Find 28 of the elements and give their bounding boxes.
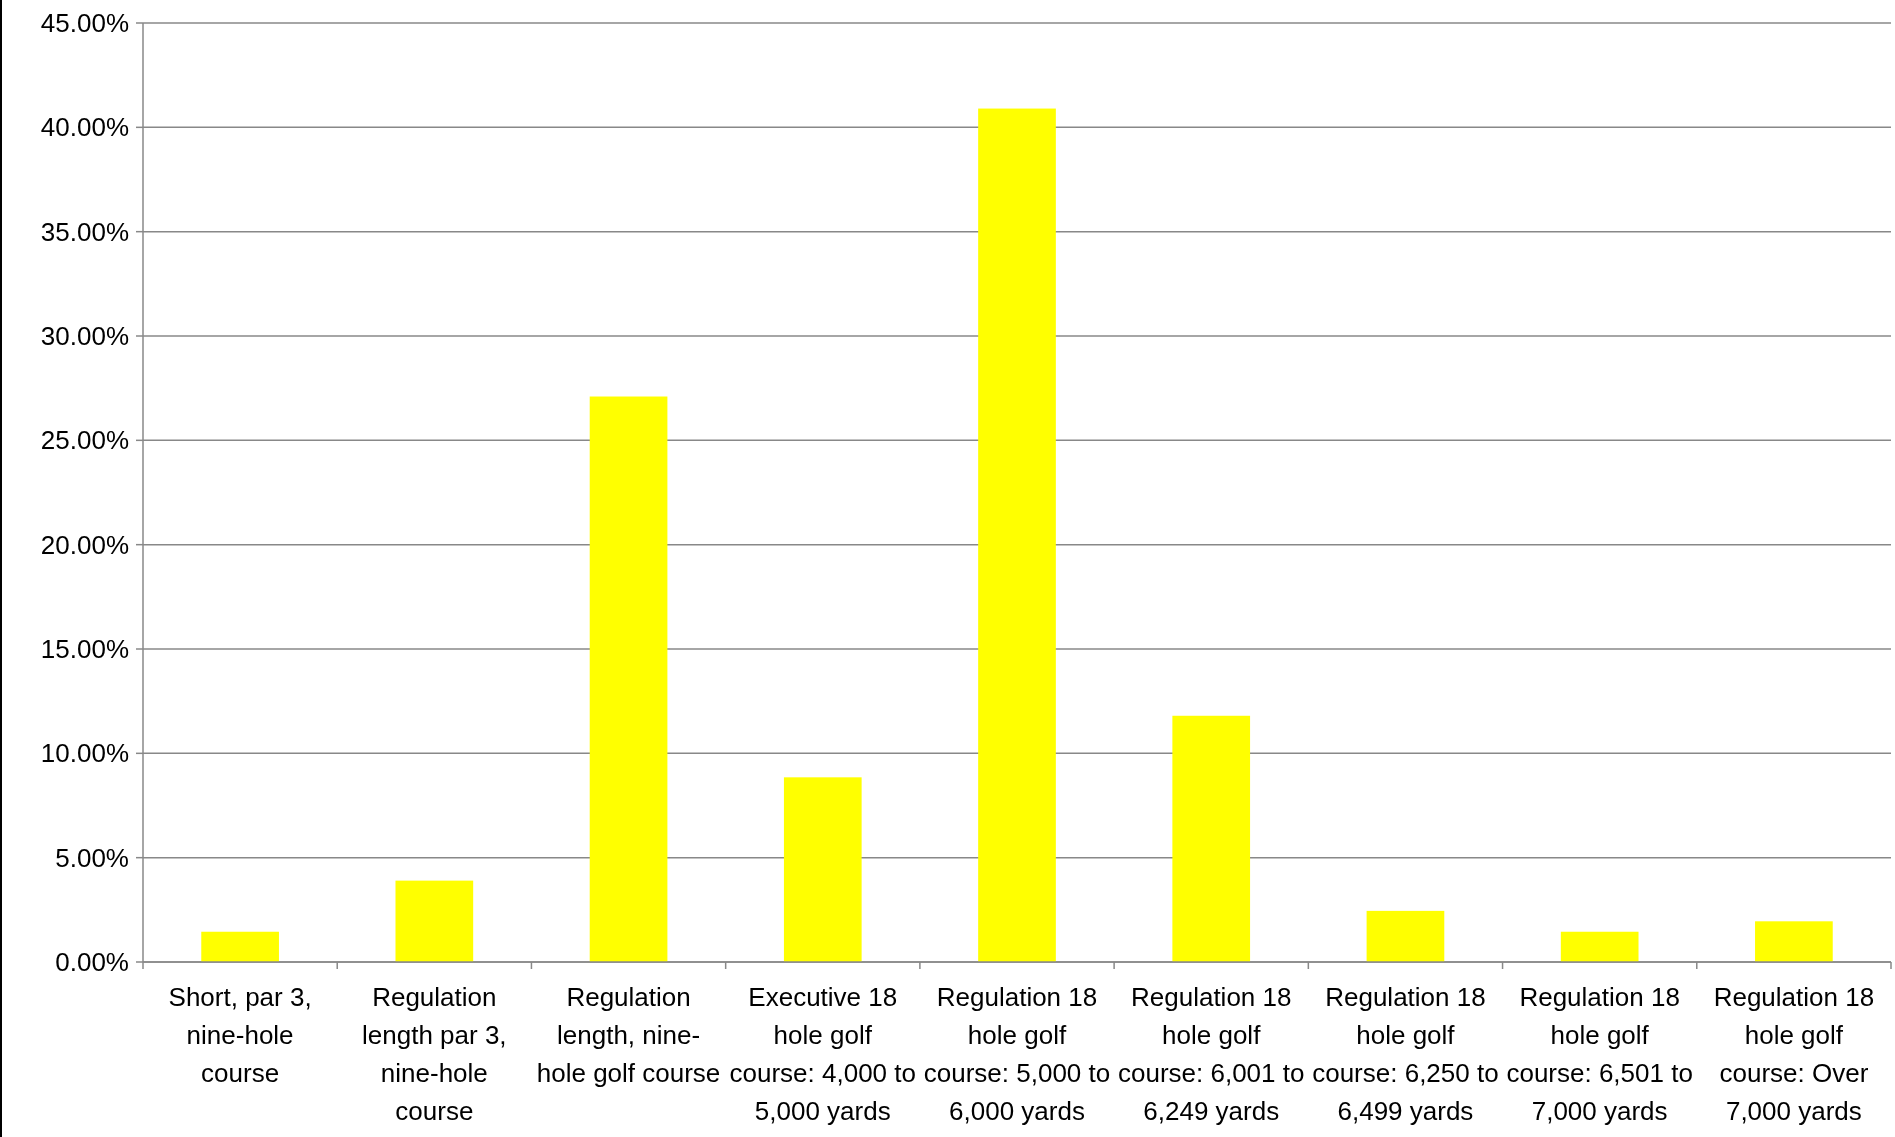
y-tick-label: 30.00% xyxy=(40,321,129,352)
bar xyxy=(201,931,279,962)
y-tick-label: 35.00% xyxy=(40,216,129,247)
y-tick-label: 25.00% xyxy=(40,425,129,456)
bar xyxy=(1755,921,1833,962)
y-tick-label: 15.00% xyxy=(40,634,129,665)
y-tick-label: 45.00% xyxy=(40,8,129,39)
x-tick-label: Regulation 18 hole golf course: 5,000 to 6,000 yards xyxy=(923,982,1111,1126)
bar xyxy=(395,880,474,962)
y-tick-label: 5.00% xyxy=(55,842,129,873)
bar xyxy=(783,777,862,962)
bar xyxy=(978,108,1056,962)
y-tick-label: 10.00% xyxy=(40,738,129,769)
x-tick-label: Executive 18 hole golf course: 4,000 to 5,000 yards xyxy=(729,982,917,1126)
bar xyxy=(1172,715,1251,962)
x-tick-label: Regulation 18 hole golf course: Over 7,000 yards xyxy=(1713,982,1875,1126)
x-tick-label: Regulation 18 hole golf course: 6,001 to 6,249 yards xyxy=(1117,982,1305,1126)
bar xyxy=(1560,931,1639,962)
y-tick-label: 40.00% xyxy=(40,112,129,143)
bar xyxy=(1366,910,1445,962)
x-tick-label: Regulation 18 hole golf course: 6,501 to 7,000 yards xyxy=(1506,982,1693,1126)
x-tick-label: Short, par 3, nine-hole course xyxy=(168,982,312,1088)
x-tick-label: Regulation 18 hole golf course: 6,250 to 6,499 yards xyxy=(1312,982,1499,1126)
bar xyxy=(589,396,668,962)
y-tick-label: 0.00% xyxy=(55,947,129,978)
y-tick-label: 20.00% xyxy=(40,529,129,560)
x-tick-label: Regulation length par 3, nine-hole course xyxy=(362,982,507,1126)
x-tick-label: Regulation length, nine-hole golf course xyxy=(536,982,721,1088)
